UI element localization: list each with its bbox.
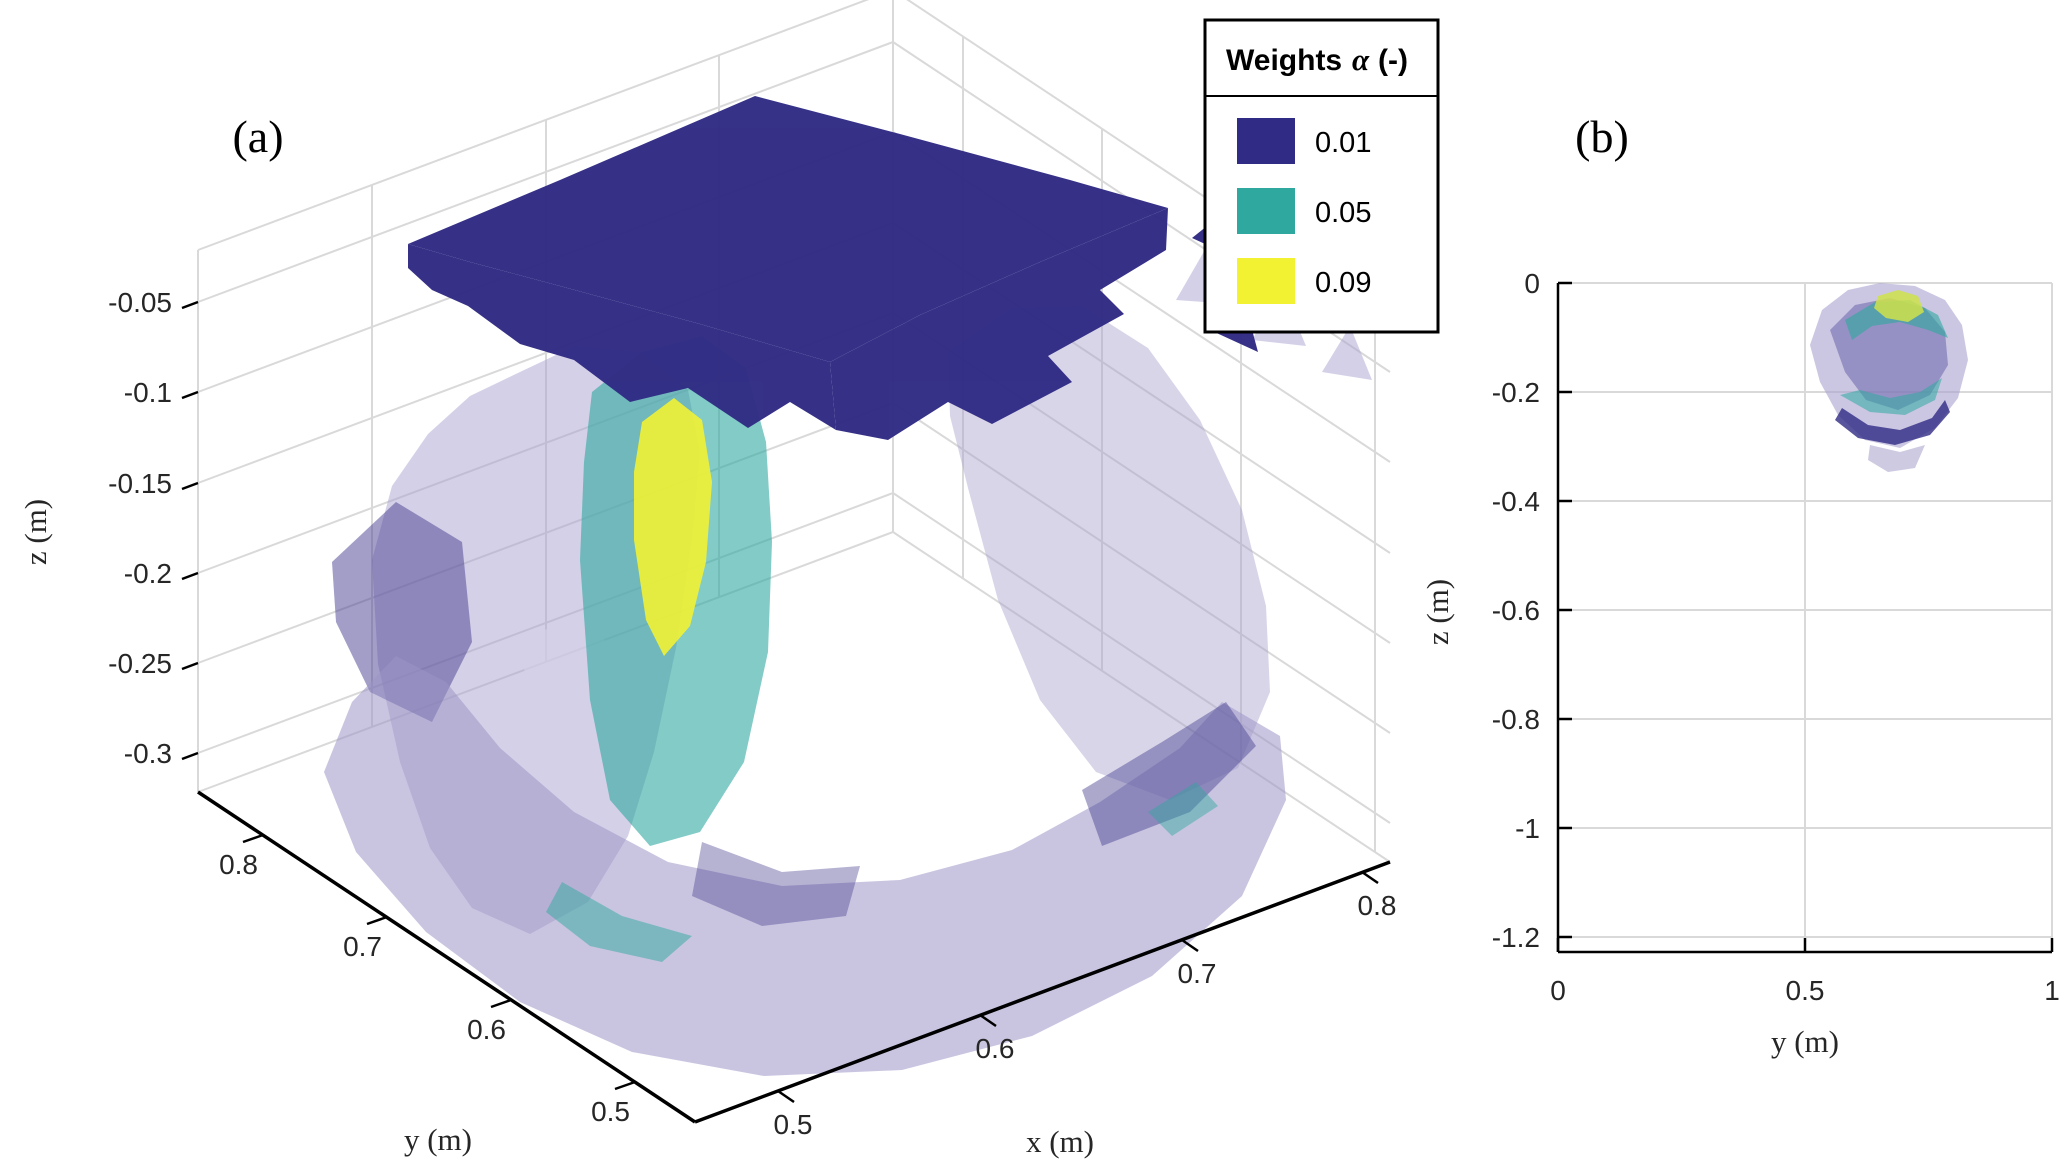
tick-label-y: 0.6	[467, 1014, 506, 1045]
legend-entry-label: 0.05	[1315, 197, 1371, 229]
blob-lavender-tail	[1868, 445, 1925, 472]
tick-label-y: 1	[2044, 975, 2060, 1006]
tick-label-z: -0.6	[1492, 595, 1540, 626]
axis-z-label-b: z (m)	[1420, 579, 1455, 645]
tick-label-z: -1	[1515, 813, 1540, 844]
legend-swatch-001	[1237, 118, 1295, 164]
tick-label-x: 0.5	[774, 1109, 813, 1140]
isosurface-outer-right-sheet	[948, 306, 1270, 800]
tick-label-y: 0.7	[343, 931, 382, 962]
isosurface-ring-teal-fringe	[546, 882, 692, 962]
panel-b-axes	[1556, 281, 2054, 954]
legend-swatch-009	[1237, 258, 1295, 304]
legend-box: Weights α (-) 0.01 0.05 0.09	[1203, 18, 1440, 334]
legend-title-prefix: Weights	[1226, 44, 1342, 77]
isosurface-ring-dark-patch	[692, 842, 860, 926]
tick-label-z: -0.8	[1492, 704, 1540, 735]
isosurface-009-core	[634, 398, 712, 656]
legend-title-suffix: (-)	[1378, 44, 1408, 77]
tick-label-z: -0.05	[108, 287, 172, 318]
panel-b-isosurface-projection	[1810, 283, 1968, 472]
panel-a-axes	[181, 300, 1391, 1124]
axis-x-label: x (m)	[1026, 1124, 1094, 1159]
tick-label-z: -0.2	[1492, 377, 1540, 408]
axis-y-label-b: y (m)	[1771, 1024, 1839, 1059]
legend-alpha-symbol: α	[1352, 42, 1370, 77]
axis-y-label: y (m)	[404, 1122, 472, 1157]
isosurface-ring-teal-fringe	[1148, 782, 1218, 836]
panel-a-tick-labels: -0.05 -0.1 -0.15 -0.2 -0.25 -0.3 0.8 0.7…	[108, 287, 1396, 1140]
tick-label-y: 0.8	[219, 849, 258, 880]
blob-yellow-spot	[1874, 290, 1924, 322]
panel-b-tick-labels: 0 -0.2 -0.4 -0.6 -0.8 -1 -1.2 0 0.5 1	[1492, 268, 2060, 1006]
panel-b-label: (b)	[1575, 111, 1629, 162]
tick-label-z: -0.25	[108, 648, 172, 679]
panel-b-grid	[1558, 282, 2053, 952]
axis-z-label: z (m)	[18, 499, 53, 565]
tick-label-z: -0.3	[124, 738, 172, 769]
blob-navy-band	[1835, 400, 1950, 445]
legend-entry-label: 0.01	[1315, 127, 1371, 159]
isosurface-outer-spike	[1322, 326, 1372, 380]
tick-label-z: -0.15	[108, 468, 172, 499]
tick-label-y: 0.5	[591, 1096, 630, 1127]
legend-swatch-005	[1237, 188, 1295, 234]
tick-label-z: -1.2	[1492, 922, 1540, 953]
isosurface-ring-dark-patch	[1082, 702, 1256, 846]
blob-teal-crescent-bottom	[1840, 378, 1942, 415]
tick-label-x: 0.6	[976, 1033, 1015, 1064]
isosurface-outer-bottom-ring	[324, 656, 1286, 1076]
tick-label-z: 0	[1524, 268, 1540, 299]
panel-a-label: (a)	[232, 111, 283, 162]
legend-entry-label: 0.09	[1315, 267, 1371, 299]
tick-label-x: 0.8	[1358, 890, 1397, 921]
tick-label-y: 0	[1550, 975, 1566, 1006]
tick-label-z: -0.2	[124, 558, 172, 589]
panel-a-isosurfaces	[324, 96, 1372, 1076]
tick-label-z: -0.4	[1492, 486, 1540, 517]
tick-label-z: -0.1	[124, 377, 172, 408]
tick-label-y: 0.5	[1786, 975, 1825, 1006]
tick-label-x: 0.7	[1178, 958, 1217, 989]
isosurface-outer-dark-patch	[332, 502, 472, 722]
